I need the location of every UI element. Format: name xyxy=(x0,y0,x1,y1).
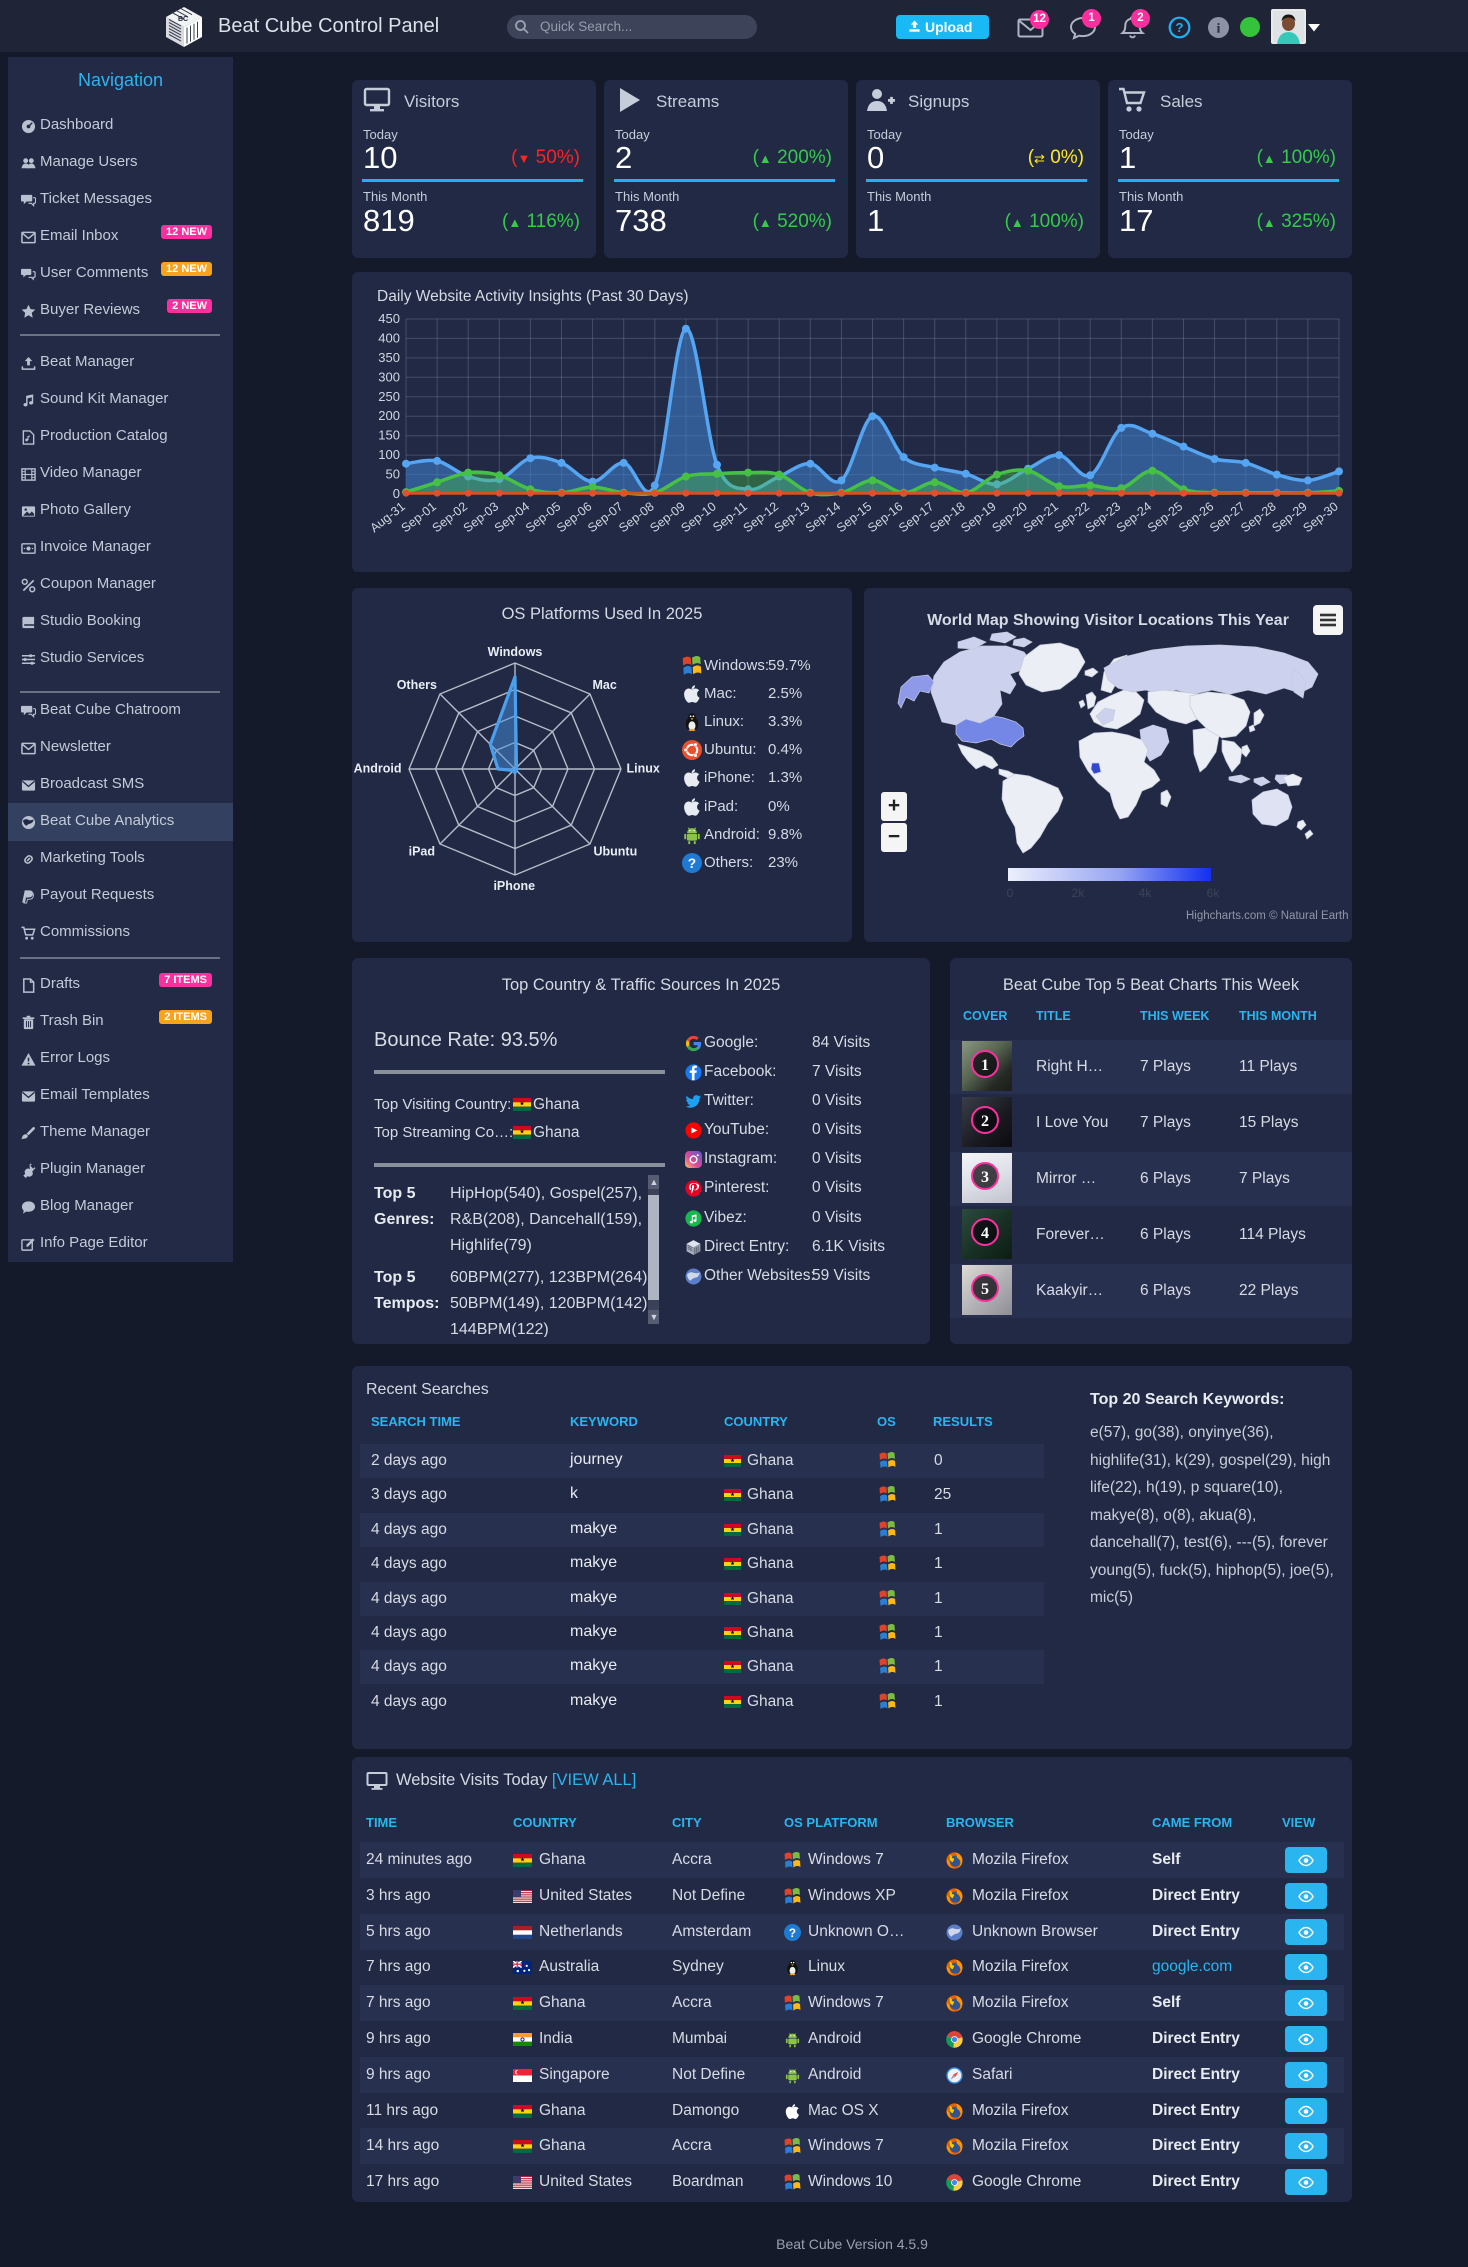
svg-text:150: 150 xyxy=(378,428,400,443)
svg-text:450: 450 xyxy=(378,311,400,326)
svg-text:300: 300 xyxy=(378,369,400,384)
svg-text:Linux: Linux xyxy=(627,762,660,776)
svg-text:200: 200 xyxy=(378,408,400,423)
svg-text:Windows: Windows xyxy=(488,645,543,659)
svg-text:iPad: iPad xyxy=(409,845,435,859)
svg-text:?: ? xyxy=(688,856,696,871)
svg-text:100: 100 xyxy=(378,447,400,462)
svg-text:Sep-30: Sep-30 xyxy=(1300,499,1340,535)
svg-text:250: 250 xyxy=(378,389,400,404)
svg-text:Sep-10: Sep-10 xyxy=(678,499,718,535)
svg-text:Ubuntu: Ubuntu xyxy=(594,845,638,859)
svg-text:0: 0 xyxy=(393,486,400,501)
svg-text:i: i xyxy=(1217,22,1221,37)
svg-text:iPhone: iPhone xyxy=(493,879,535,893)
svg-text:BC: BC xyxy=(178,16,188,23)
svg-text:?: ? xyxy=(789,1927,796,1940)
svg-text:50: 50 xyxy=(386,467,400,482)
svg-text:Android: Android xyxy=(354,762,402,776)
svg-text:400: 400 xyxy=(378,330,400,345)
svg-text:Others: Others xyxy=(397,678,437,692)
svg-text:Mac: Mac xyxy=(593,678,617,692)
svg-text:?: ? xyxy=(1176,20,1184,35)
svg-text:350: 350 xyxy=(378,350,400,365)
